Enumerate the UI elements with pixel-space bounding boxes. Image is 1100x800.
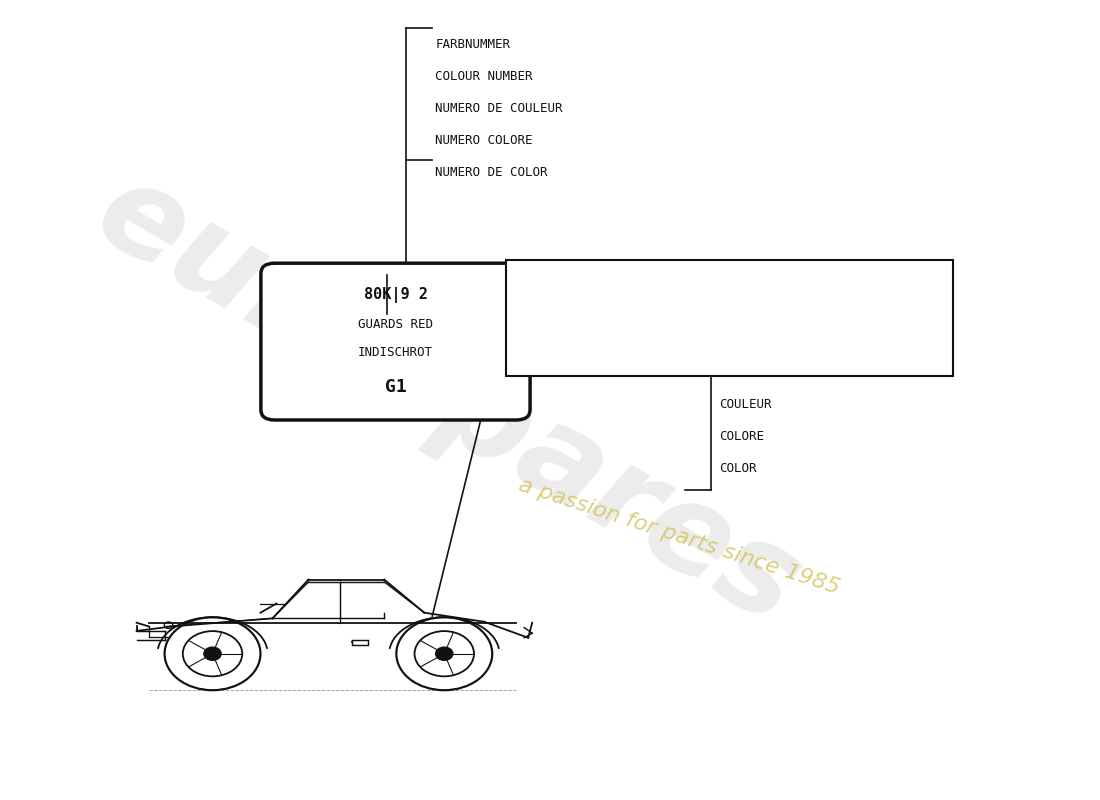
Text: COLORE: COLORE [719,430,764,443]
Bar [352,640,368,645]
Text: COLOR: COLOR [719,462,757,475]
Text: COLOUR: COLOUR [719,366,764,379]
FancyBboxPatch shape [261,263,530,420]
Text: G1: G1 [385,378,406,395]
Circle shape [436,647,453,660]
Text: COLOUR NUMBER: COLOUR NUMBER [436,70,532,83]
Text: NUMERO DE COULEUR: NUMERO DE COULEUR [436,102,563,115]
Text: a passion for parts since 1985: a passion for parts since 1985 [516,474,843,598]
Text: FARBNUMMER: FARBNUMMER [436,38,510,51]
Text: GUARDS RED: GUARDS RED [358,318,433,330]
Circle shape [204,647,221,660]
Text: FARBBENENNUNG: FARBBENENNUNG [719,334,817,347]
Text: NUMERO DE COLOR: NUMERO DE COLOR [436,166,548,179]
Text: 80K|9 2: 80K|9 2 [363,287,428,303]
Bar [506,260,953,376]
Text: COULEUR: COULEUR [719,398,772,411]
Text: NUMERO COLORE: NUMERO COLORE [436,134,532,147]
Text: eurospares: eurospares [76,150,821,650]
Text: INDISCHROT: INDISCHROT [358,346,433,358]
